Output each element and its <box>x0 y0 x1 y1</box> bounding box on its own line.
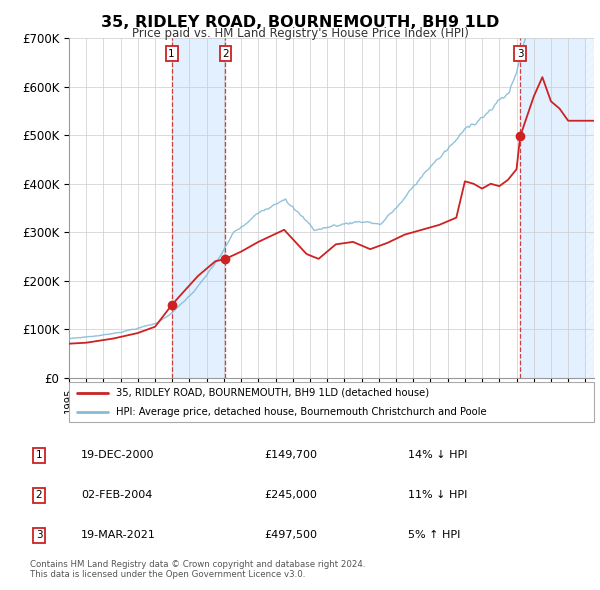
Text: 35, RIDLEY ROAD, BOURNEMOUTH, BH9 1LD (detached house): 35, RIDLEY ROAD, BOURNEMOUTH, BH9 1LD (d… <box>116 388 430 398</box>
Text: 2: 2 <box>35 490 43 500</box>
Text: Price paid vs. HM Land Registry's House Price Index (HPI): Price paid vs. HM Land Registry's House … <box>131 27 469 40</box>
Text: 3: 3 <box>35 530 43 540</box>
Text: £245,000: £245,000 <box>264 490 317 500</box>
Text: 5% ↑ HPI: 5% ↑ HPI <box>408 530 460 540</box>
Text: £497,500: £497,500 <box>264 530 317 540</box>
Bar <box>172 38 226 378</box>
Text: 3: 3 <box>517 48 523 58</box>
Bar <box>586 38 594 378</box>
Text: 11% ↓ HPI: 11% ↓ HPI <box>408 490 467 500</box>
Text: 19-DEC-2000: 19-DEC-2000 <box>81 450 155 460</box>
Bar <box>520 38 586 378</box>
Text: 02-FEB-2004: 02-FEB-2004 <box>81 490 152 500</box>
Text: HPI: Average price, detached house, Bournemouth Christchurch and Poole: HPI: Average price, detached house, Bour… <box>116 407 487 417</box>
Text: £149,700: £149,700 <box>264 450 317 460</box>
Text: 14% ↓ HPI: 14% ↓ HPI <box>408 450 467 460</box>
Text: 2: 2 <box>222 48 229 58</box>
Text: 1: 1 <box>168 48 175 58</box>
Text: 19-MAR-2021: 19-MAR-2021 <box>81 530 156 540</box>
Text: 1: 1 <box>35 450 43 460</box>
Text: 35, RIDLEY ROAD, BOURNEMOUTH, BH9 1LD: 35, RIDLEY ROAD, BOURNEMOUTH, BH9 1LD <box>101 15 499 30</box>
Text: Contains HM Land Registry data © Crown copyright and database right 2024.
This d: Contains HM Land Registry data © Crown c… <box>30 560 365 579</box>
